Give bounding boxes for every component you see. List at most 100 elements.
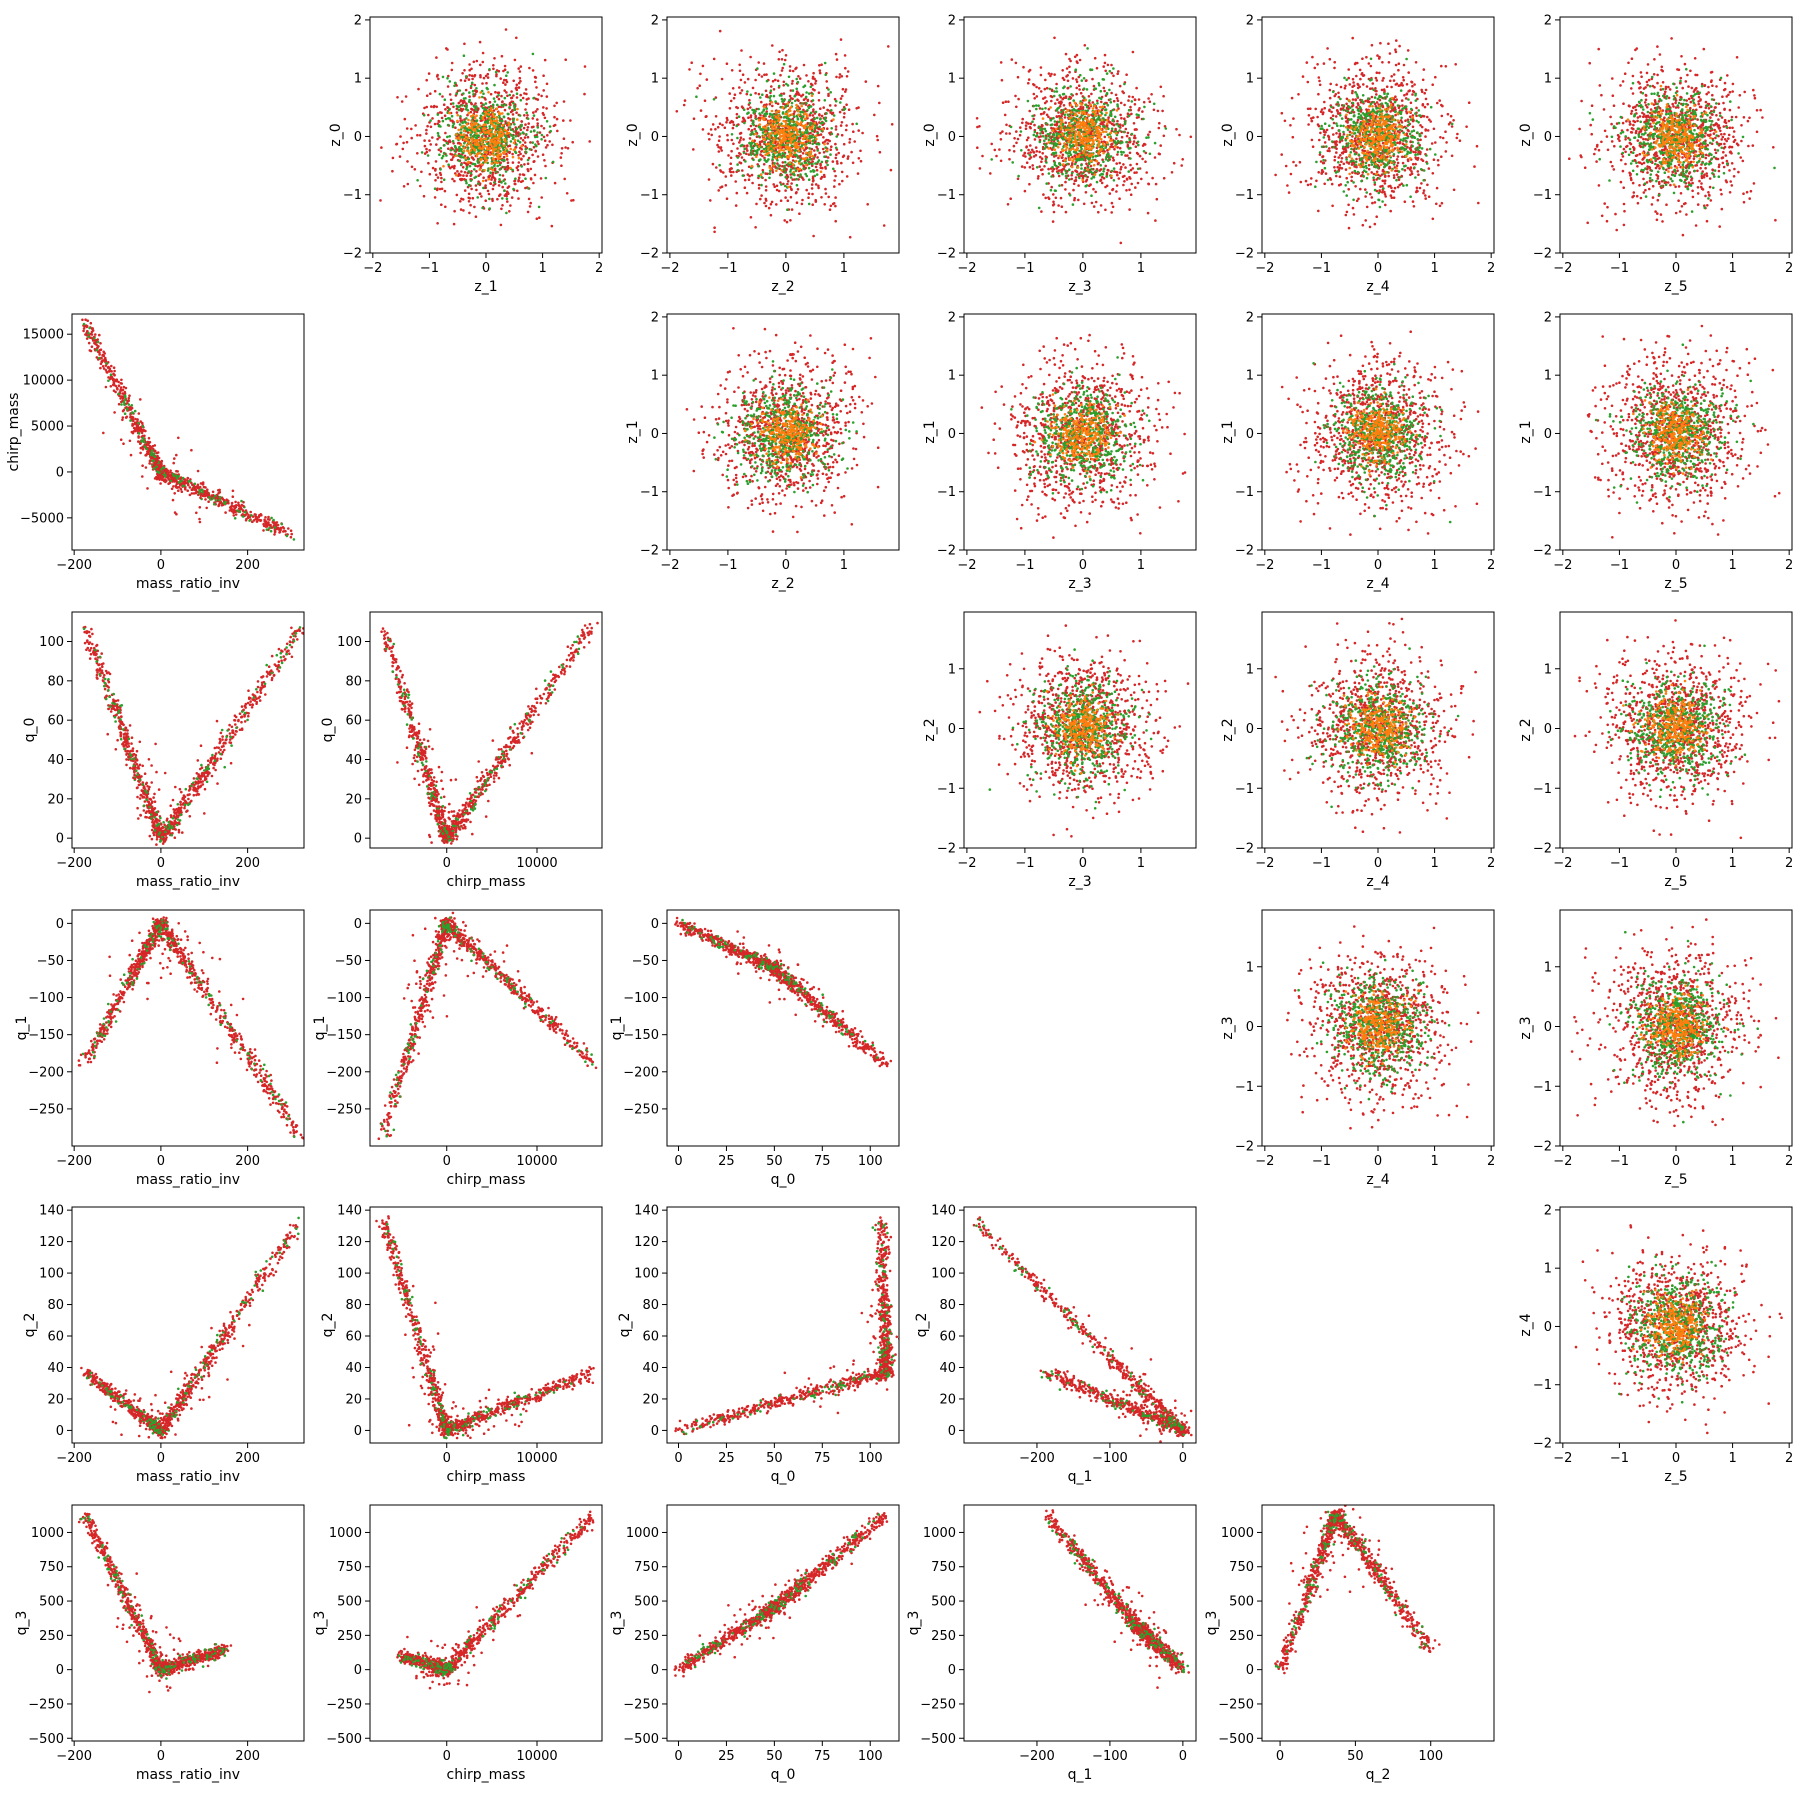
red-point: [153, 813, 157, 816]
red-point: [171, 798, 175, 802]
red-point: [585, 1057, 589, 1060]
red-point: [159, 482, 162, 485]
red-point: [83, 641, 87, 645]
red-point: [182, 956, 186, 959]
red-point: [161, 476, 165, 479]
red-point: [259, 688, 263, 691]
red-point: [424, 747, 428, 751]
red-point: [103, 673, 106, 677]
y-tick-label: 0: [56, 832, 64, 847]
red-point: [106, 732, 109, 736]
green-point: [170, 825, 174, 828]
red-point: [213, 756, 216, 759]
green-point: [108, 695, 111, 699]
red-point: [195, 990, 199, 993]
red-point: [140, 431, 144, 435]
red-point: [272, 524, 276, 527]
red-point: [433, 960, 437, 963]
red-point: [207, 500, 210, 504]
red-point: [269, 1103, 272, 1106]
red-point: [519, 994, 523, 997]
red-point: [248, 1065, 251, 1068]
red-point: [155, 455, 159, 459]
green-point: [525, 712, 529, 715]
red-point: [531, 1003, 534, 1006]
green-point: [519, 731, 522, 735]
red-point: [104, 369, 108, 372]
red-point: [469, 796, 473, 799]
green-point: [178, 480, 182, 484]
red-point: [218, 990, 221, 993]
green-point: [145, 791, 148, 794]
red-point: [119, 734, 123, 738]
red-point: [264, 520, 268, 523]
red-point: [152, 831, 155, 835]
red-point: [255, 1073, 259, 1076]
red-point: [457, 821, 461, 825]
red-point: [190, 492, 194, 495]
red-point: [195, 781, 198, 785]
green-point: [158, 931, 162, 934]
green-point: [406, 696, 410, 699]
red-point: [450, 810, 454, 813]
red-point: [169, 804, 172, 807]
red-point: [153, 945, 156, 948]
red-point: [386, 636, 390, 640]
red-point: [99, 342, 102, 345]
red-point: [554, 1015, 558, 1019]
red-point: [259, 1068, 262, 1071]
red-point: [532, 713, 535, 717]
red-point: [165, 470, 168, 474]
green-point: [114, 720, 117, 723]
red-point: [261, 1083, 265, 1087]
red-point: [137, 957, 140, 961]
green-point: [157, 934, 161, 938]
red-point: [147, 436, 151, 440]
red-point: [422, 738, 426, 741]
red-point: [112, 366, 116, 370]
red-point: [387, 1112, 391, 1115]
red-point: [539, 701, 542, 705]
red-point: [409, 724, 412, 727]
red-point: [139, 398, 142, 401]
green-point: [436, 822, 440, 826]
red-point: [256, 690, 259, 694]
red-point: [276, 523, 280, 527]
green-point: [424, 745, 428, 749]
red-point: [187, 789, 191, 792]
red-point: [249, 1062, 253, 1065]
green-point: [125, 981, 129, 984]
red-point: [168, 959, 172, 963]
red-point: [203, 990, 206, 994]
red-point: [414, 1018, 417, 1021]
green-point: [162, 821, 165, 824]
green-point: [285, 652, 289, 656]
red-point: [90, 345, 94, 349]
green-point: [425, 785, 429, 788]
red-point: [106, 1011, 109, 1014]
red-point: [403, 697, 407, 701]
red-point: [434, 793, 438, 796]
red-point: [105, 1021, 108, 1024]
scatter-points: [380, 621, 599, 845]
green-point: [560, 663, 564, 667]
red-point: [468, 802, 471, 805]
green-point: [219, 752, 222, 756]
red-point: [290, 626, 293, 630]
green-point: [170, 833, 173, 837]
red-point: [438, 824, 441, 828]
green-point: [223, 502, 227, 506]
red-point: [290, 655, 294, 659]
red-point: [112, 1006, 115, 1009]
green-point: [121, 981, 124, 985]
red-point: [299, 1133, 303, 1137]
red-point: [382, 1118, 386, 1122]
red-point: [89, 1060, 93, 1064]
green-point: [148, 805, 151, 809]
red-point: [430, 778, 434, 782]
green-point: [444, 829, 448, 833]
red-point: [548, 1027, 552, 1031]
red-point: [257, 696, 260, 700]
red-point: [590, 626, 593, 630]
red-point: [230, 510, 234, 513]
